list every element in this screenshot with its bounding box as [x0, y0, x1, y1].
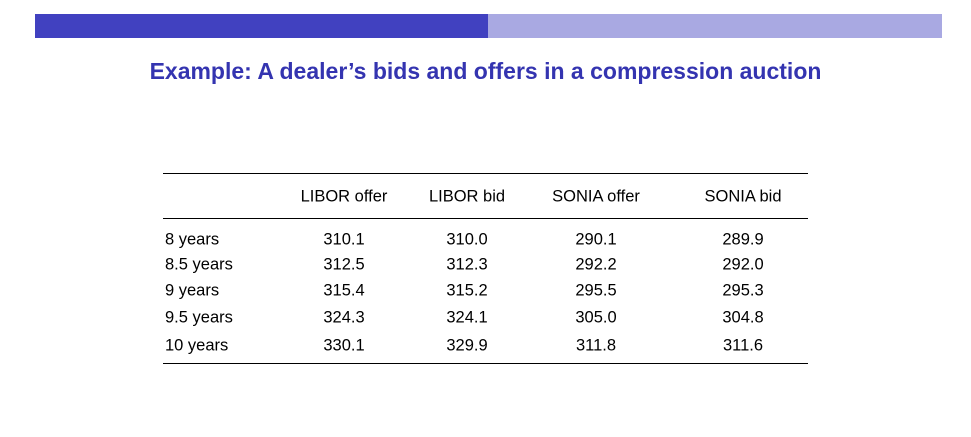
table-cell: 305.0	[575, 308, 617, 327]
table-cell: 310.1	[323, 230, 365, 249]
table-cell: 289.9	[722, 230, 764, 249]
header-bar-dark	[35, 14, 488, 38]
table-cell: 310.0	[446, 230, 488, 249]
table-cell: 329.9	[446, 336, 488, 355]
row-label: 8.5 years	[165, 255, 233, 274]
header-bar-light	[488, 14, 942, 38]
table-cell: 324.3	[323, 308, 365, 327]
table-cell: 315.2	[446, 281, 488, 300]
column-header: SONIA offer	[552, 187, 640, 206]
table-cell: 311.6	[722, 336, 764, 355]
table-cell: 324.1	[446, 308, 488, 327]
row-label: 9.5 years	[165, 308, 233, 327]
table-cell: 292.0	[722, 255, 764, 274]
row-label: 9 years	[165, 281, 220, 300]
table-header-rule	[163, 218, 808, 219]
slide-title: Example: A dealer’s bids and offers in a…	[149, 58, 822, 84]
column-header: LIBOR bid	[428, 187, 506, 206]
table-cell: 312.5	[323, 255, 365, 274]
table-cell: 304.8	[722, 308, 764, 327]
table-cell: 312.3	[446, 255, 488, 274]
table-cell: 315.4	[323, 281, 365, 300]
table-top-rule	[163, 173, 808, 174]
column-header: SONIA bid	[704, 187, 782, 206]
row-label: 10 years	[165, 336, 229, 355]
table-cell: 311.8	[575, 336, 617, 355]
column-header: LIBOR offer	[300, 187, 388, 206]
table-cell: 295.5	[575, 281, 617, 300]
row-label: 8 years	[165, 230, 220, 249]
table-cell: 292.2	[575, 255, 617, 274]
table-cell: 330.1	[323, 336, 365, 355]
table-cell: 290.1	[575, 230, 617, 249]
table-bottom-rule	[163, 363, 808, 364]
table-cell: 295.3	[722, 281, 764, 300]
